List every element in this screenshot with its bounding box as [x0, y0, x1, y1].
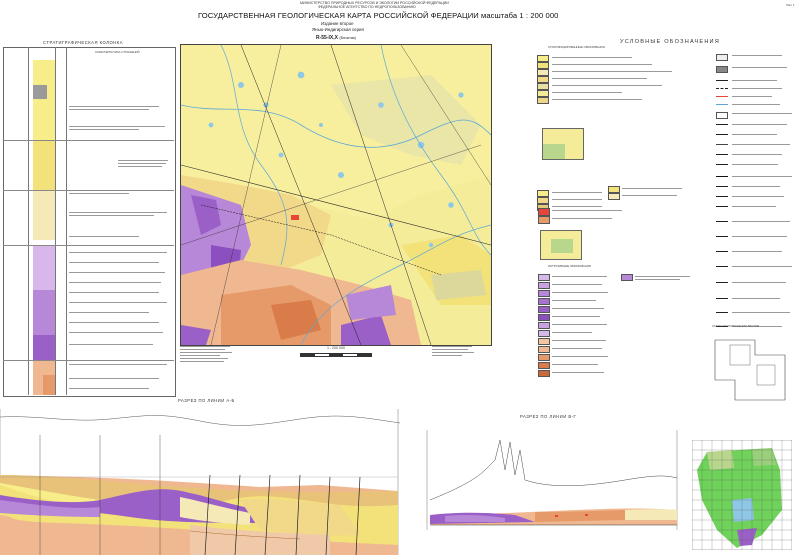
map-notes-right	[432, 344, 492, 364]
strat-column-title: СТРАТИГРАФИЧЕСКАЯ КОЛОНКА	[43, 40, 124, 45]
legend-strat-block	[520, 52, 700, 212]
strat-column-frame	[3, 47, 176, 397]
strat-lith-grey-layer	[33, 85, 47, 99]
cross-section-right-drawing	[426, 430, 678, 530]
legend-intrusive-block	[530, 272, 700, 382]
edition-label: Издание второе	[321, 21, 354, 26]
geological-map[interactable]	[180, 44, 492, 346]
sheet-code-value: R-55-IX,X	[316, 35, 338, 41]
cross-section-left	[0, 405, 400, 555]
sheet-code: R-55-IX,X (Блоктак)	[316, 35, 356, 41]
legend-intrusive-header: ИНТРУЗИВНЫЕ ОБРАЗОВАНИЯ	[548, 264, 592, 268]
ministry-line-2: ФЕДЕРАЛЬНОЕ АГЕНТСТВО ПО НЕДРОПОЛЬЗОВАНИ…	[318, 5, 416, 9]
sheet-code-suffix: (Блоктак)	[339, 36, 356, 40]
scale-bar	[300, 353, 372, 357]
map-scale-label: 1 : 200 000	[327, 346, 345, 350]
stratigraphic-column: СТРАТИГРАФИЧЕСКАЯ КОЛОНКА ХАРАКТЕРИСТИКА…	[3, 40, 176, 397]
strat-lith-cream	[33, 190, 55, 240]
strat-lith-purple-mid	[33, 290, 55, 335]
legend-inset-map	[542, 128, 584, 160]
map-drawing	[181, 45, 491, 345]
strat-lith-orange	[43, 375, 55, 395]
strat-age-column	[3, 47, 29, 395]
legend-orange-unit	[538, 216, 550, 224]
scheme-outline-map	[705, 335, 795, 405]
section-left-title: РАЗРЕЗ ПО ЛИНИИ А-Б	[178, 398, 235, 403]
strat-lith-quaternary	[33, 60, 55, 140]
page-title: ГОСУДАРСТВЕННАЯ ГЕОЛОГИЧЕСКАЯ КАРТА РОСС…	[198, 11, 559, 20]
series-label: Янью-Индигирская серия	[312, 27, 364, 32]
sheet-number: Лист 1	[786, 3, 795, 7]
sheet-layout-drawing	[692, 440, 792, 550]
strat-lith-purple-dark	[33, 335, 55, 360]
cross-section-left-drawing	[0, 409, 400, 555]
ministry-line-1: МИНИСТЕРСТВО ПРИРОДНЫХ РЕСУРСОВ И ЭКОЛОГ…	[300, 1, 449, 5]
strat-lith-purple-light	[33, 245, 55, 290]
map-notes-left	[180, 344, 240, 366]
strat-column-subtitle: ХАРАКТЕРИСТИКА ОТЛОЖЕНИЙ	[95, 50, 140, 54]
legend-strat-header: СТРАТИФИЦИРОВАННЫЕ ОБРАЗОВАНИЯ	[548, 45, 605, 49]
legend-symbols-column	[714, 46, 798, 346]
sheet-layout-scheme	[692, 440, 792, 550]
legend-inset-map-2	[540, 230, 582, 260]
strat-lith-yellow-upper	[33, 140, 55, 190]
section-right-title: РАЗРЕЗ ПО ЛИНИИ В-Г	[520, 414, 577, 419]
cross-section-right	[425, 420, 680, 535]
strat-thickness-column	[55, 47, 67, 395]
scheme-header: СХЕМА РАСПОЛОЖЕНИЯ ЛИСТОВ	[712, 324, 759, 328]
legend-red-unit	[538, 208, 550, 216]
legend-title: УСЛОВНЫЕ ОБОЗНАЧЕНИЯ	[620, 39, 721, 45]
